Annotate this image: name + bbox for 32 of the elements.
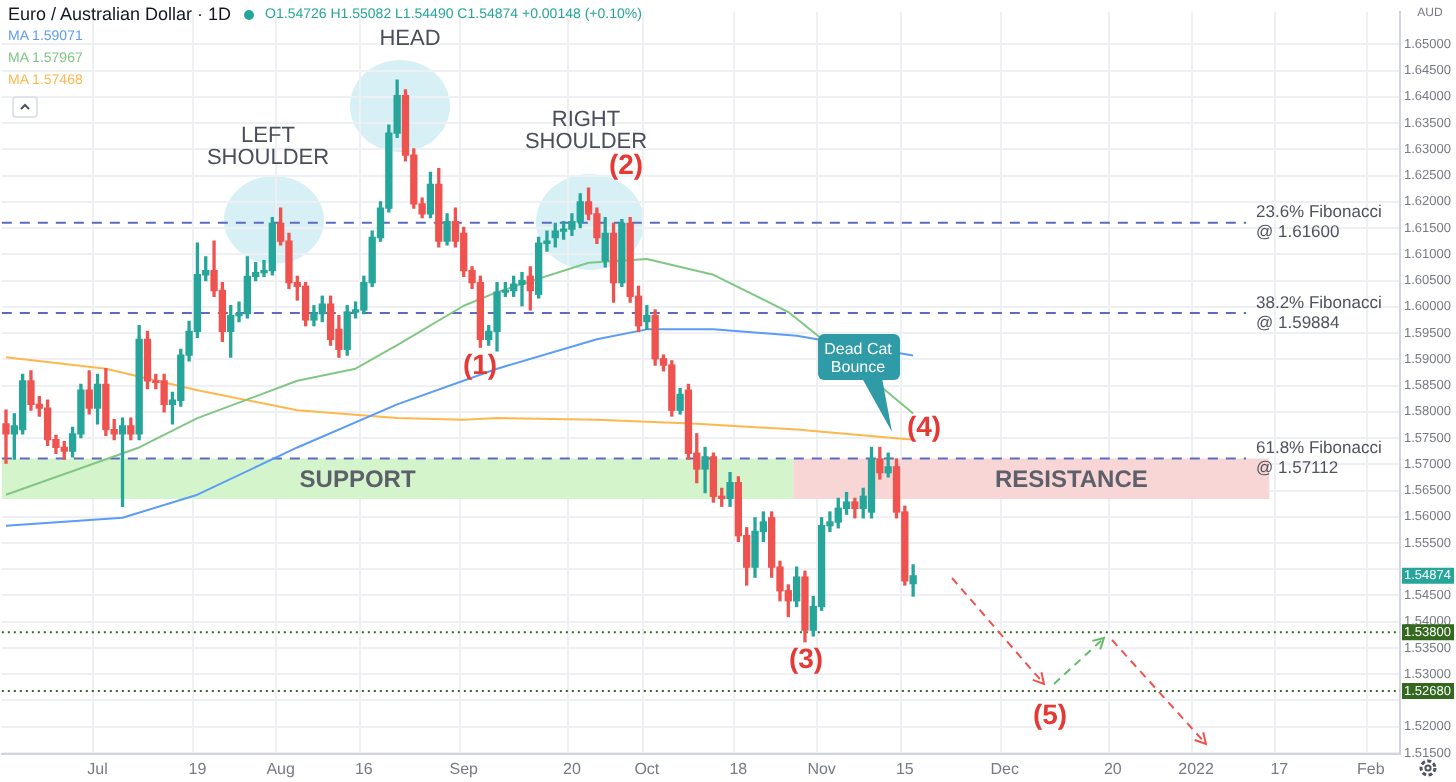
x-tick-label: Oct — [634, 760, 661, 779]
band-label: SUPPORT — [299, 465, 417, 494]
x-tick-label: Sep — [449, 760, 480, 779]
annotation: (5) — [1032, 698, 1068, 730]
ref-line-label: 23.6% Fibonacci @ 1.61600 — [1256, 201, 1382, 242]
candlestick — [518, 272, 526, 307]
x-tick-label: 19 — [188, 760, 208, 779]
annotation: (3) — [788, 642, 824, 674]
x-tick-label: 20 — [563, 760, 582, 779]
chart-title: Euro / Australian Dollar · 1D — [8, 4, 232, 24]
annotation: HEAD — [377, 27, 443, 51]
x-tick-label: 15 — [895, 760, 915, 779]
x-tick-label: 2022 — [1178, 760, 1215, 779]
annotation: (2) — [608, 148, 644, 180]
x-tick-label: 17 — [1270, 760, 1290, 779]
x-tick-label: Jul — [87, 760, 109, 779]
ref-line-label: 61.8% Fibonacci @ 1.57112 — [1256, 437, 1382, 478]
x-tick-label: Dec — [990, 760, 1019, 779]
x-tick-label: 20 — [1103, 760, 1123, 779]
annotation: LEFT SHOULDER — [206, 124, 330, 170]
x-tick-label: 18 — [729, 760, 749, 779]
x-tick-label: 16 — [354, 760, 374, 779]
x-tick-label: Feb — [1357, 760, 1386, 779]
x-tick-label: Nov — [807, 760, 836, 779]
candlestick — [2, 409, 10, 464]
annotation: RIGHT SHOULDER — [524, 108, 648, 154]
annotation: Dead Cat Bounce — [822, 340, 894, 376]
x-tick-label: Aug — [266, 760, 295, 779]
annotation: (1) — [462, 348, 498, 380]
ref-line-label: 38.2% Fibonacci @ 1.59884 — [1256, 291, 1382, 332]
band-label: RESISTANCE — [994, 465, 1148, 494]
annotation: (4) — [906, 410, 942, 442]
